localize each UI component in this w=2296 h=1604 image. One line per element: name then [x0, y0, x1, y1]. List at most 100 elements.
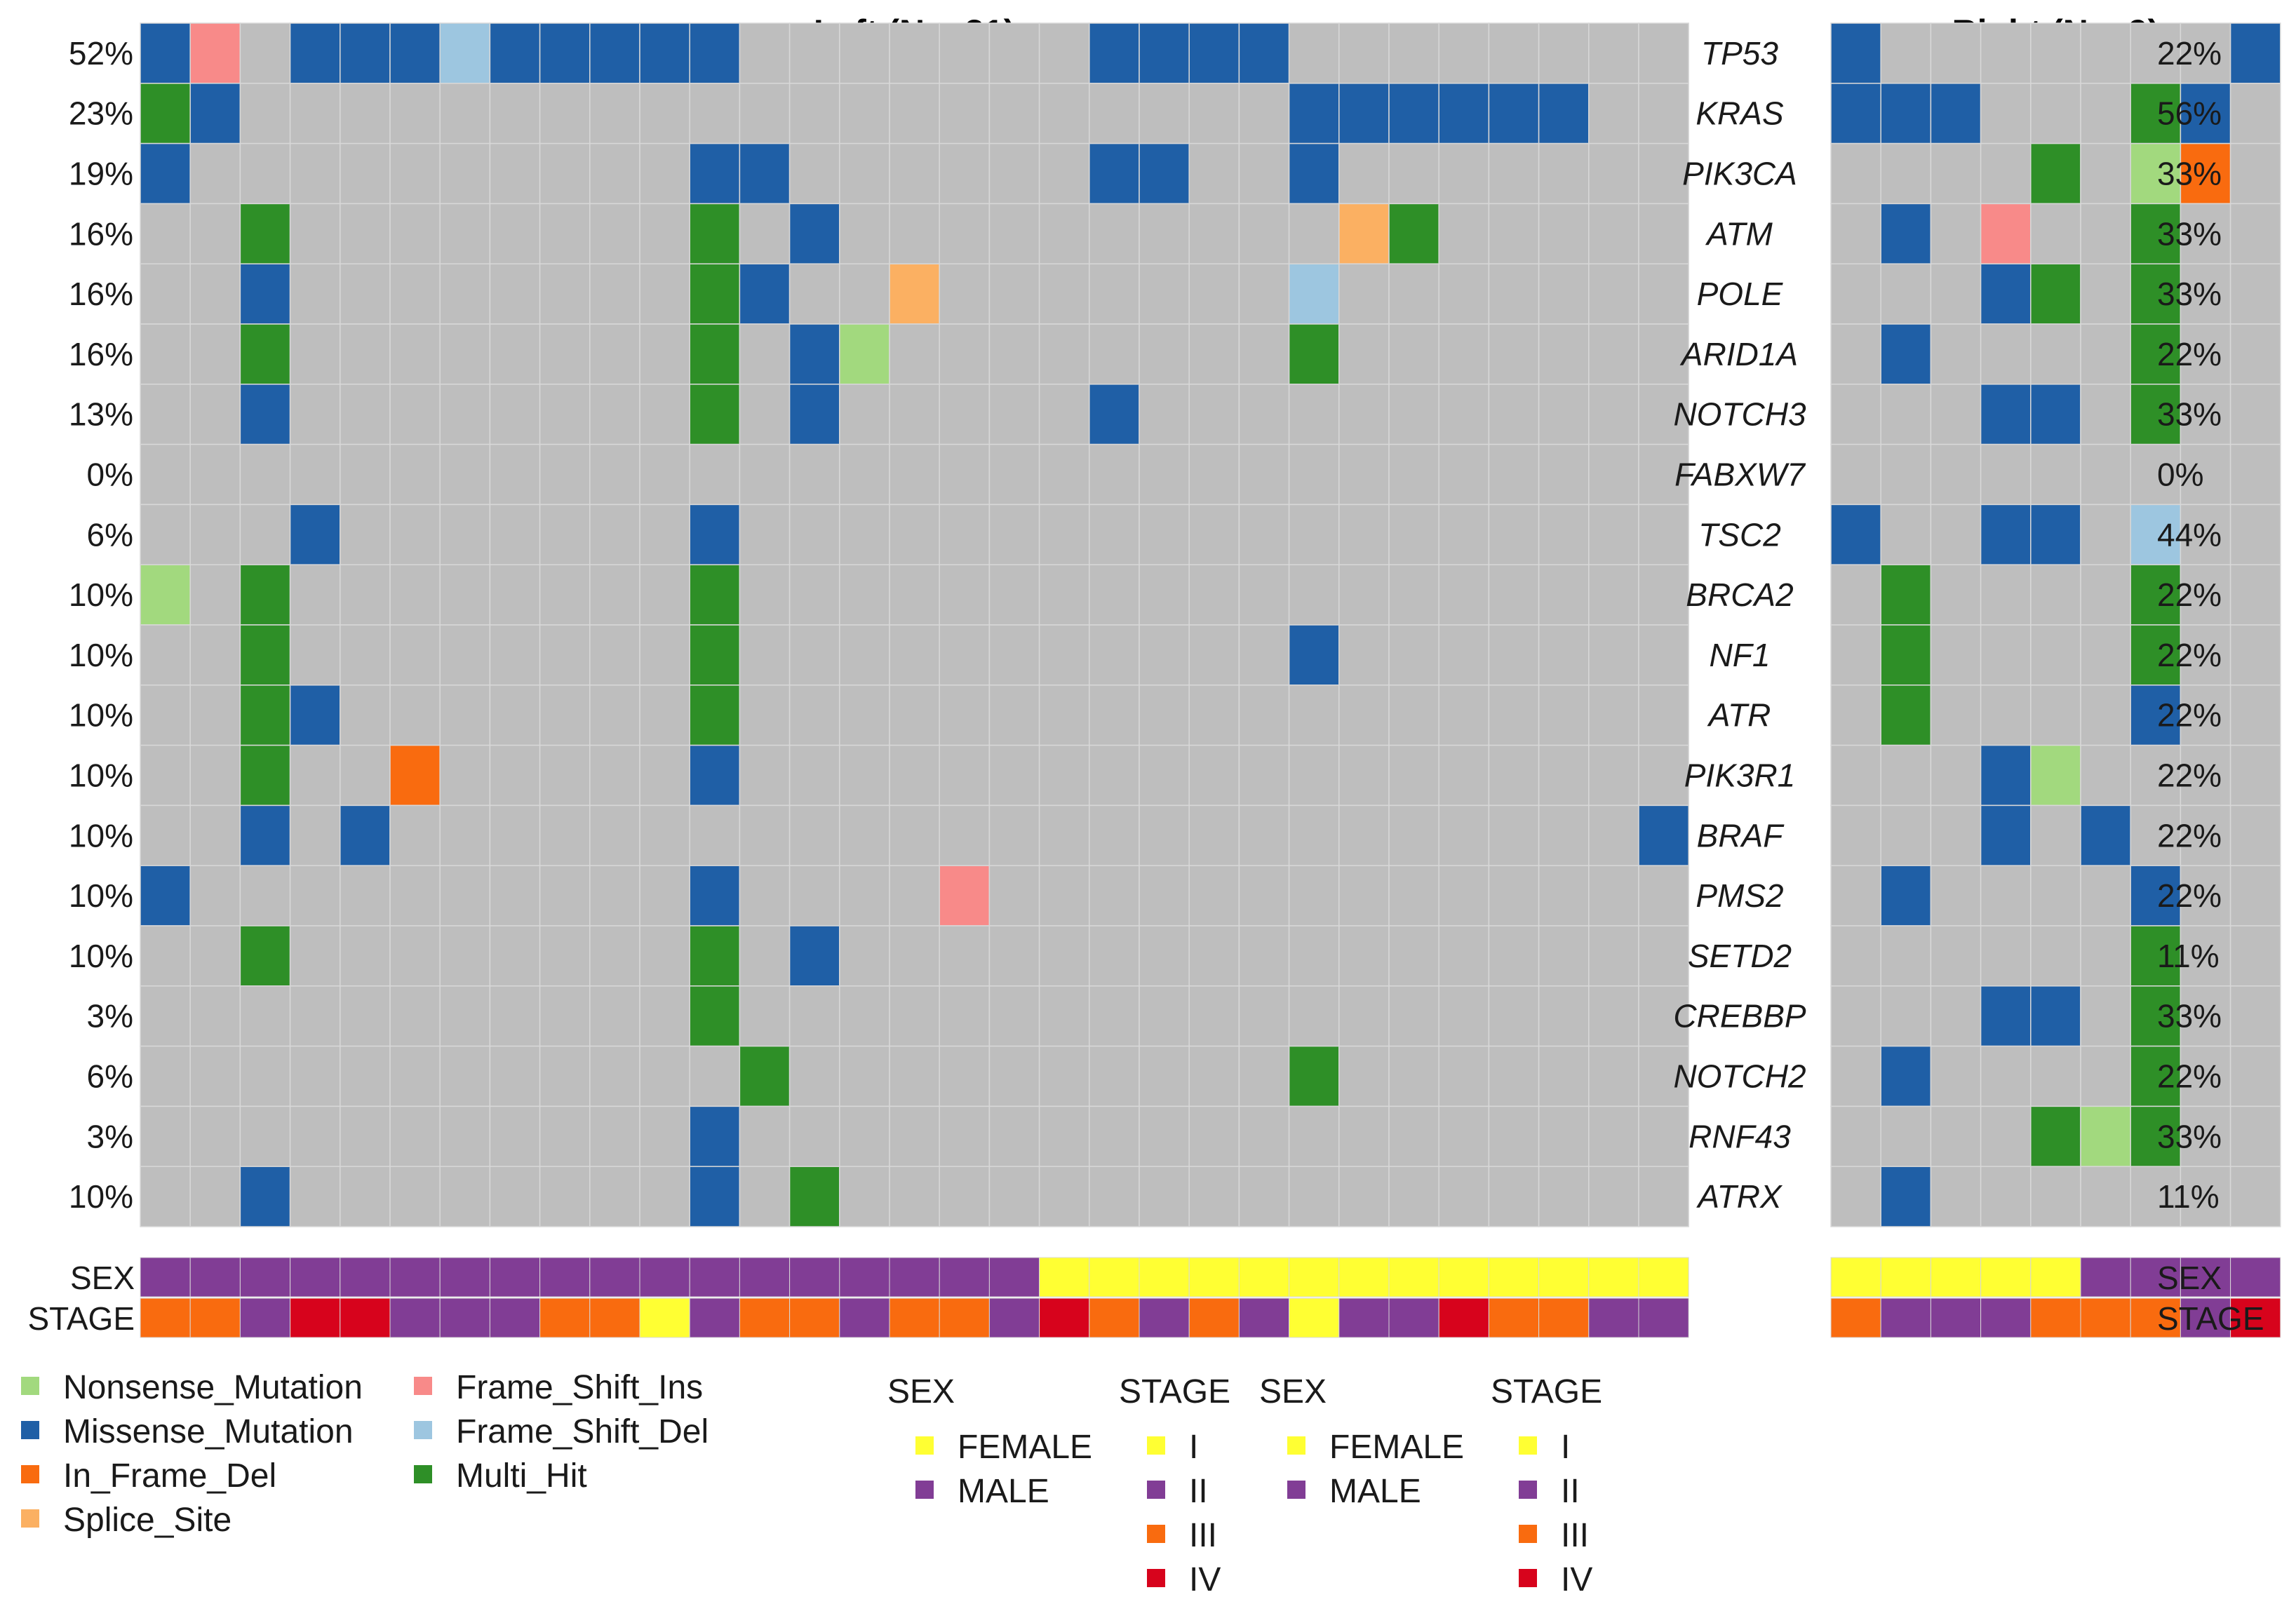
legend-swatch-stage-iv	[1519, 1569, 1537, 1587]
mutation-cell	[2030, 504, 2081, 565]
mutation-cell	[839, 804, 890, 866]
mutation-cell	[1288, 1105, 1340, 1167]
mutation-cell	[340, 624, 391, 686]
mutation-cell	[289, 804, 341, 866]
mutation-cell	[289, 624, 341, 686]
mutation-cell	[1538, 1166, 1590, 1227]
mutation-cell	[2080, 22, 2131, 84]
mutation-cell	[1930, 1045, 1982, 1107]
mutation-cell	[2080, 142, 2131, 205]
legend-label-sex-female: FEMALE	[1329, 1429, 1464, 1466]
stage-cell	[1338, 1298, 1390, 1338]
mutation-cell	[1980, 804, 2032, 866]
mutation-cell	[739, 985, 791, 1047]
mutation-cell	[2130, 1045, 2182, 1107]
percent-label: 22%	[2157, 757, 2222, 794]
sex-cell	[2230, 1257, 2281, 1298]
percent-label: 22%	[2157, 336, 2222, 372]
mutation-cell	[1288, 263, 1340, 325]
mutation-cell	[1830, 564, 1881, 626]
mutation-cell	[839, 203, 890, 264]
mutation-cell	[489, 443, 541, 506]
mutation-cell	[340, 203, 391, 264]
mutation-cell	[1980, 504, 2032, 565]
mutation-cell	[689, 1045, 741, 1107]
mutation-cell	[289, 1166, 341, 1227]
legend-swatch-stage-ii	[1147, 1481, 1165, 1499]
mutation-cell	[689, 83, 741, 144]
mutation-cell	[1139, 323, 1190, 385]
gene-label-pole: POLE	[1697, 276, 1784, 312]
mutation-cell	[1089, 142, 1140, 205]
mutation-cell	[140, 504, 191, 565]
legend-swatch-sex-female	[1287, 1436, 1305, 1455]
mutation-cell	[340, 564, 391, 626]
sex-cell	[1089, 1257, 1140, 1298]
mutation-cell	[1438, 744, 1490, 807]
mutation-cell	[839, 22, 890, 84]
mutation-cell	[340, 985, 391, 1047]
mutation-cell	[788, 22, 840, 84]
mutation-cell	[589, 1045, 640, 1107]
mutation-cell	[639, 564, 690, 626]
legend-swatch-frame-shift-ins	[414, 1377, 432, 1395]
mutation-cell	[2030, 443, 2081, 506]
mutation-cell	[1830, 744, 1881, 807]
stage-cell	[1039, 1298, 1090, 1338]
stage-cell	[1880, 1298, 1931, 1338]
mutation-cell	[1980, 865, 2032, 926]
percent-label: 0%	[87, 457, 133, 493]
mutation-cell	[439, 263, 491, 325]
mutation-cell	[1288, 804, 1340, 866]
mutation-cell	[889, 1105, 940, 1167]
mutation-cell	[589, 83, 640, 144]
mutation-cell	[639, 443, 690, 506]
mutation-cell	[289, 504, 341, 565]
stage-cell	[389, 1298, 441, 1338]
mutation-cell	[289, 685, 341, 746]
mutation-cell	[1980, 384, 2032, 445]
mutation-cell	[1438, 83, 1490, 144]
legend-swatch-nonsense-mutation	[21, 1377, 39, 1395]
mutation-cell	[689, 564, 741, 626]
mutation-matrix	[140, 22, 1689, 1227]
mutation-cell	[1139, 443, 1190, 506]
legend-swatch-stage-ii	[1519, 1481, 1537, 1499]
mutation-cell	[1038, 263, 1090, 325]
percent-label: 10%	[69, 757, 133, 794]
mutation-cell	[988, 865, 1040, 926]
mutation-cell	[639, 804, 690, 866]
mutation-cell	[1038, 624, 1090, 686]
mutation-cell	[889, 504, 940, 565]
mutation-cell	[439, 744, 491, 807]
mutation-cell	[739, 925, 791, 987]
mutation-cell	[1038, 142, 1090, 205]
mutation-cell	[239, 142, 291, 205]
mutation-cell	[389, 323, 441, 385]
gene-label-tp53: TP53	[1701, 35, 1778, 72]
stage-cell	[1089, 1298, 1140, 1338]
percent-label: 6%	[87, 1058, 133, 1095]
mutation-cell	[839, 443, 890, 506]
sex-cell	[589, 1257, 640, 1298]
sex-cell	[939, 1257, 990, 1298]
percent-label: 11%	[2157, 1178, 2220, 1215]
mutation-cell	[539, 1105, 591, 1167]
mutation-cell	[2030, 685, 2081, 746]
stage-cell	[1588, 1298, 1639, 1338]
mutation-cell	[639, 83, 690, 144]
mutation-cell	[1139, 685, 1190, 746]
mutation-cell	[1188, 804, 1240, 866]
mutation-cell	[1089, 83, 1140, 144]
mutation-cell	[189, 384, 241, 445]
mutation-cell	[589, 744, 640, 807]
mutation-cell	[189, 1045, 241, 1107]
stage-cell	[1139, 1298, 1190, 1338]
mutation-cell	[189, 1105, 241, 1167]
mutation-cell	[1930, 384, 1982, 445]
mutation-cell	[2130, 624, 2182, 686]
mutation-cell	[439, 504, 491, 565]
mutation-cell	[689, 203, 741, 264]
mutation-cell	[489, 685, 541, 746]
mutation-cell	[1930, 744, 1982, 807]
